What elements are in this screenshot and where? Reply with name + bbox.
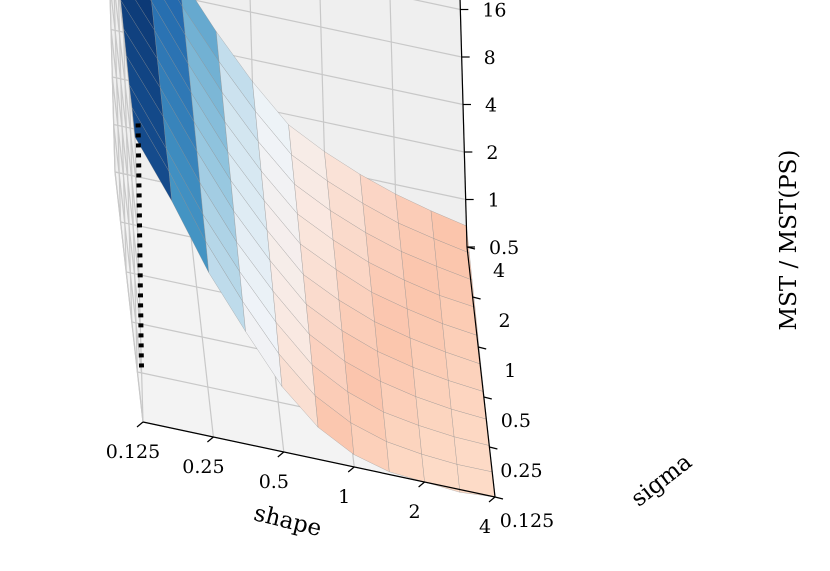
surface [120, 0, 496, 498]
x-tick [488, 496, 496, 503]
x-tick [207, 436, 214, 443]
reference-line-group [135, 122, 144, 368]
y-axis-label: sigma [626, 449, 697, 512]
z-axis-label: MST / MST(PS) [776, 150, 802, 331]
axes: 0.1250.250.51240.1250.250.51240.51248163… [106, 0, 554, 538]
y-tick [489, 446, 498, 450]
x-tick [347, 466, 355, 473]
y-tick-label: 0.5 [501, 410, 531, 432]
x-tick-label: 0.5 [259, 471, 289, 493]
z-tick-label: 8 [484, 47, 496, 69]
x-axis-label: shape [251, 500, 324, 542]
y-tick [478, 346, 487, 350]
z-tick-label: 4 [485, 95, 497, 117]
x-tick [418, 481, 425, 488]
y-tick [494, 496, 504, 500]
grid-line-z-left [115, 0, 137, 185]
grid-line-z-left [111, 0, 139, 233]
x-axis-line [142, 421, 496, 498]
z-tick-label: 1 [488, 190, 500, 212]
x-tick-label: 4 [479, 516, 491, 538]
z-tick-label: 0.5 [489, 237, 519, 259]
x-tick-label: 0.25 [182, 456, 224, 478]
x-tick-label: 1 [338, 486, 350, 508]
grid-line-z-back [191, 0, 462, 58]
y-tick-label: 1 [504, 360, 516, 382]
y-tick-label: 4 [493, 260, 505, 282]
y-tick [472, 296, 481, 300]
grid-line-z-left [110, 29, 140, 280]
z-tick-label: 2 [486, 142, 498, 164]
y-tick-label: 0.125 [500, 510, 554, 532]
z-tick-label: 16 [482, 0, 506, 22]
x-tick [136, 421, 144, 428]
grid-line-z-left [114, 171, 144, 423]
x-tick-label: 2 [409, 501, 421, 523]
y-tick [483, 396, 492, 400]
y-tick-label: 2 [499, 310, 511, 332]
y-axis-line [466, 246, 496, 498]
x-tick [277, 451, 285, 458]
x-tick-label: 0.125 [106, 441, 160, 463]
grid-line-z-left [113, 124, 143, 375]
y-tick-label: 0.25 [500, 460, 542, 482]
reference-line [135, 122, 144, 368]
grid-line-z-left [111, 76, 141, 328]
